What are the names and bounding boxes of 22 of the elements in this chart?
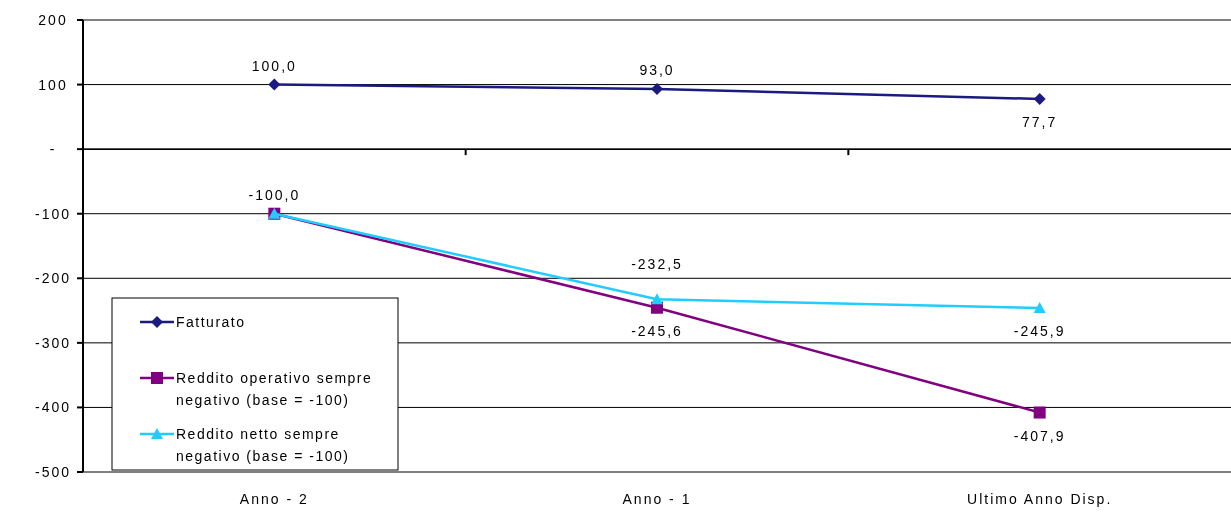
x-tick-label: Anno - 2 [239, 491, 309, 507]
data-label: -245,6 [631, 322, 683, 339]
y-tick-label: -400 [34, 399, 72, 416]
y-tick-label: -200 [34, 270, 72, 287]
y-tick-label: - [49, 141, 57, 158]
legend-label: Reddito operativo sempre negativo (base = -100) [176, 370, 373, 408]
data-label: 100,0 [251, 57, 297, 74]
data-label: 77,7 [1022, 113, 1058, 130]
data-label: -100,0 [248, 186, 301, 203]
y-tick-label: -500 [34, 464, 72, 480]
y-tick-label: 200 [38, 12, 68, 28]
data-label: -407,9 [1013, 427, 1066, 444]
data-label: 93,0 [639, 62, 675, 79]
legend-label: Fatturato [176, 314, 246, 330]
x-tick-label: Anno - 1 [622, 491, 692, 507]
x-tick-label: Ultimo Anno Disp. [967, 491, 1113, 507]
data-label: -245,9 [1013, 322, 1066, 339]
data-label: -232,5 [631, 256, 683, 273]
y-tick-label: -100 [34, 205, 72, 222]
y-tick-label: -300 [34, 334, 72, 351]
y-tick-label: 100 [38, 76, 68, 93]
legend-label: Reddito netto sempre negativo (base = -100) [176, 426, 350, 464]
